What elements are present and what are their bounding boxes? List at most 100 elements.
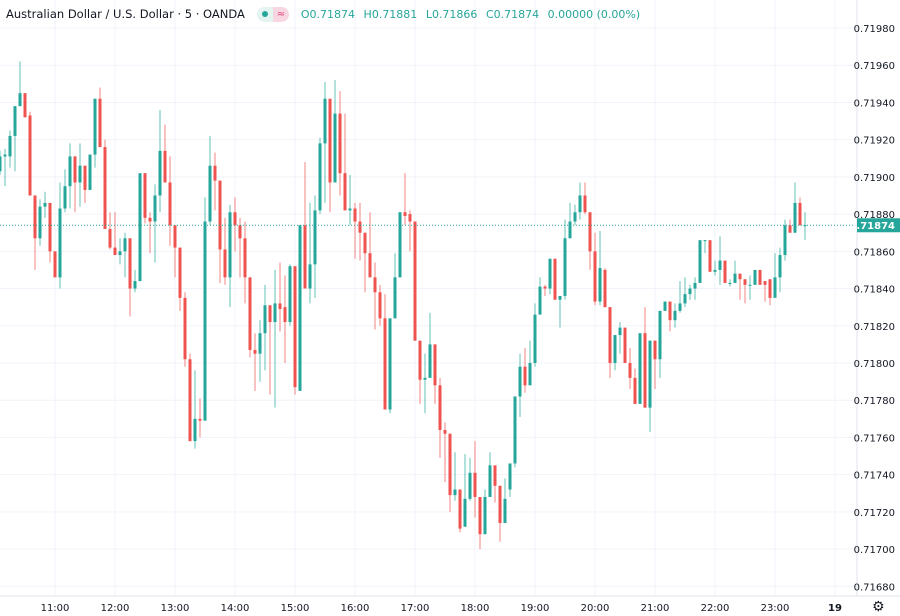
candle-body [663, 301, 667, 311]
candle [328, 98, 332, 213]
candle [738, 273, 742, 300]
candle-body [83, 165, 87, 190]
time-axis-labels[interactable]: 11:00 12:00 13:00 14:00 15:00 16:00 17:00 18:00… [41, 603, 842, 614]
candle [193, 370, 197, 449]
candle-body [558, 295, 562, 300]
candle-body [568, 221, 572, 239]
gear-icon[interactable]: ⚙ [872, 599, 885, 615]
candle [678, 281, 682, 313]
candle [278, 262, 282, 332]
candle [588, 212, 592, 270]
time-tick-label: 21:00 [641, 603, 670, 614]
candle-body [768, 279, 772, 298]
candle [748, 275, 752, 300]
candle-body [658, 310, 662, 360]
candle-body [548, 258, 552, 289]
price-tick-label: 0.71700 [854, 545, 895, 556]
candle [128, 238, 132, 317]
candle-body [673, 310, 677, 321]
candle [38, 199, 42, 246]
grid-lines [0, 0, 857, 596]
candle [383, 294, 387, 410]
candle [153, 184, 157, 263]
candle-body [93, 98, 97, 155]
candle-body [473, 472, 477, 497]
candle-body [408, 214, 412, 222]
candle-body [753, 269, 757, 285]
candle [163, 124, 167, 183]
candle-body [253, 349, 257, 354]
candle [223, 217, 227, 285]
candle-body [453, 489, 457, 496]
candle [88, 154, 92, 190]
candle [203, 197, 207, 421]
candle-body [338, 113, 342, 174]
candle [778, 247, 782, 293]
candle-body [553, 258, 557, 300]
price-tick-label: 0.71920 [854, 136, 895, 147]
candle [133, 269, 137, 293]
candle-body [333, 113, 337, 183]
candle [378, 284, 382, 326]
candle-body [373, 277, 377, 293]
candle-body [98, 98, 102, 148]
candle-body [563, 238, 567, 296]
candle-body [48, 202, 52, 252]
candle-body [468, 472, 472, 499]
candle [498, 485, 502, 542]
candle-body [623, 327, 627, 363]
candle-body [178, 247, 182, 298]
candle-body [363, 232, 367, 254]
candle [648, 340, 652, 432]
symbol-title[interactable]: Australian Dollar / U.S. Dollar · 5 · OA… [6, 7, 245, 21]
candle-body [358, 221, 362, 233]
candle [598, 230, 602, 306]
candle-body [533, 314, 537, 363]
price-tick-label: 0.71780 [854, 396, 895, 407]
candle-body [423, 377, 427, 380]
candle [18, 61, 22, 107]
candle-body [243, 238, 247, 278]
candle-body [118, 251, 122, 256]
market-status-badge[interactable]: ≈ [256, 6, 289, 22]
candle-body [488, 465, 492, 497]
candle [53, 251, 57, 278]
candle-body [648, 340, 652, 408]
price-axis[interactable] [857, 0, 900, 596]
candle [693, 277, 697, 300]
candle-body [158, 150, 162, 196]
candles [0, 61, 807, 550]
candle [8, 130, 12, 168]
candle-body [498, 485, 502, 524]
candle [103, 139, 107, 229]
candle [593, 232, 597, 306]
candle-body [603, 269, 607, 308]
candle [713, 260, 717, 276]
candle-body [518, 366, 522, 397]
candle-body [78, 165, 82, 183]
candle-body [588, 212, 592, 252]
candle-body [318, 143, 322, 211]
candle-body [143, 173, 147, 218]
ohlc-values: O0.71874 H0.71881 L0.71866 C0.71874 0.00… [301, 8, 645, 21]
candle [743, 279, 747, 304]
candle [123, 232, 127, 278]
candle [718, 236, 722, 285]
candle [613, 335, 617, 371]
candle-body [393, 277, 397, 319]
candle [23, 93, 27, 118]
candle [238, 217, 242, 278]
candle [793, 182, 797, 233]
candle [373, 262, 377, 330]
candle [338, 91, 342, 196]
candle [768, 279, 772, 306]
candle [493, 465, 497, 503]
candle-body [173, 225, 177, 248]
candle [158, 109, 162, 213]
candle-body [368, 253, 372, 278]
candle-body [738, 273, 742, 280]
candle-body [208, 165, 212, 222]
candle-body [713, 269, 717, 272]
candle-body [458, 489, 462, 529]
